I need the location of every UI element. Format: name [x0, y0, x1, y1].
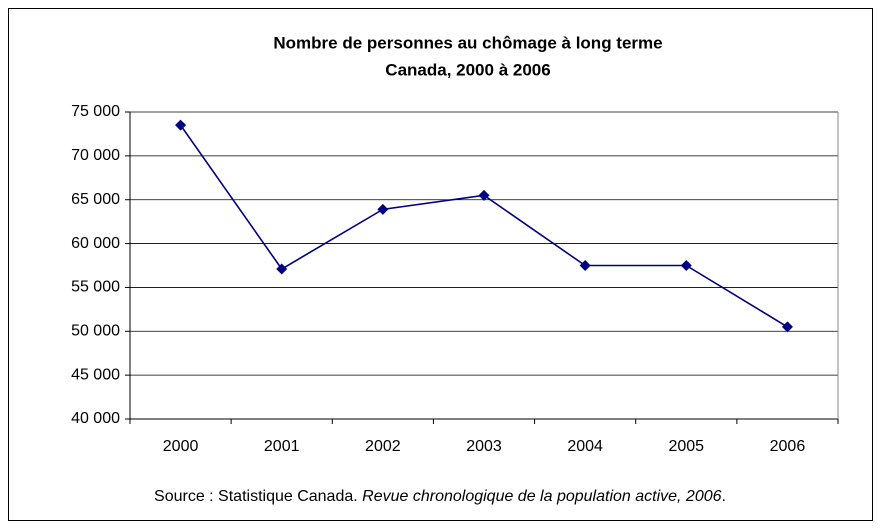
data-point: [175, 119, 187, 131]
x-tick-label: 2005: [668, 438, 704, 455]
y-tick-label: 65 000: [71, 191, 120, 208]
y-tick-label: 60 000: [71, 235, 120, 252]
data-point: [781, 321, 793, 333]
data-point: [276, 263, 288, 275]
y-tick-label: 45 000: [71, 366, 120, 383]
x-tick-label: 2004: [567, 438, 603, 455]
y-tick-label: 40 000: [71, 410, 120, 427]
chart-border: [8, 8, 873, 521]
y-tick-label: 75 000: [71, 103, 120, 120]
x-tick-label: 2000: [163, 438, 199, 455]
x-tick-label: 2001: [264, 438, 300, 455]
data-point: [680, 260, 692, 271]
data-point: [377, 203, 389, 215]
source-note: Source : Statistique Canada. Revue chron…: [154, 488, 726, 505]
x-tick-label: 2002: [365, 438, 401, 455]
y-tick-label: 55 000: [71, 279, 120, 296]
x-tick-label: 2006: [770, 438, 806, 455]
chart-subtitle: Canada, 2000 à 2006: [385, 60, 550, 79]
source-prefix: Source : Statistique Canada.: [154, 488, 362, 505]
source-suffix: .: [722, 488, 726, 505]
source-title: Revue chronologique de la population act…: [362, 488, 721, 505]
x-tick-label: 2003: [466, 438, 502, 455]
data-point: [579, 260, 591, 271]
y-tick-label: 70 000: [71, 147, 120, 164]
data-point: [478, 189, 490, 201]
y-tick-label: 50 000: [71, 323, 120, 340]
chart-title: Nombre de personnes au chômage à long te…: [273, 33, 662, 52]
